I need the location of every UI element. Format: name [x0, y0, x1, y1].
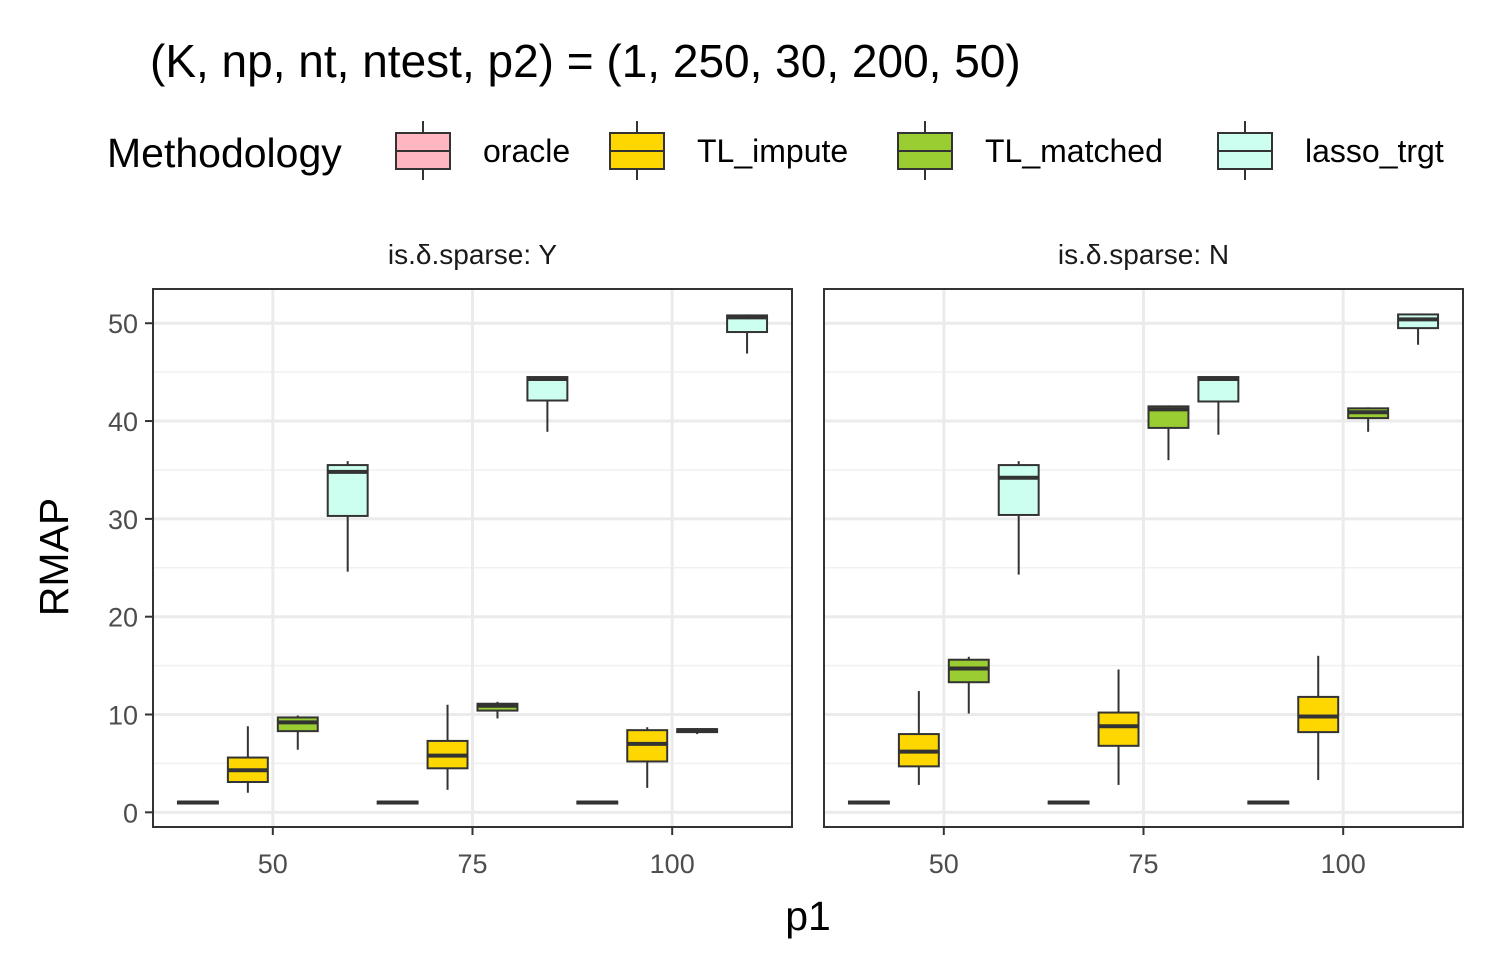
box-tl-impute — [626, 727, 669, 788]
box-oracle — [176, 800, 219, 805]
group-p1-100 — [1247, 313, 1440, 805]
y-axis-label: RMAP — [31, 498, 77, 616]
legend-entry-tl-impute: TL_impute — [609, 121, 848, 180]
box-tl-impute — [897, 691, 940, 785]
group-p1-75 — [376, 376, 569, 805]
box-lasso-trgt — [526, 376, 569, 432]
legend-label-tl-matched: TL_matched — [985, 133, 1163, 169]
y-tick-label: 20 — [108, 603, 138, 633]
y-tick-label: 30 — [108, 505, 138, 535]
group-p1-75 — [1047, 376, 1240, 805]
y-tick-label: 10 — [108, 701, 138, 731]
box-tl-impute — [426, 704, 469, 790]
box-oracle — [576, 800, 619, 805]
x-tick-label: 75 — [457, 849, 487, 879]
x-tick-label: 50 — [929, 849, 959, 879]
box-body — [1147, 405, 1190, 429]
y-tick-label: 0 — [123, 798, 138, 828]
box-oracle — [1047, 800, 1090, 805]
box-tl-matched — [676, 728, 719, 735]
box-body — [997, 464, 1040, 516]
legend-entry-oracle: oracle — [395, 121, 570, 180]
box-oracle — [376, 800, 419, 805]
legend-title: Methodology — [107, 130, 342, 176]
box-tl-matched — [1147, 405, 1190, 461]
group-p1-50 — [847, 461, 1040, 805]
legend-entry-lasso-trgt: lasso_trgt — [1217, 121, 1444, 180]
facet-strip-label: is.δ.sparse: Y — [388, 239, 557, 270]
box-oracle — [847, 800, 890, 805]
box-lasso-trgt — [726, 314, 769, 354]
x-tick-label: 50 — [258, 849, 288, 879]
box-lasso-trgt — [997, 461, 1040, 575]
y-tick-label: 50 — [108, 309, 138, 339]
x-tick-label: 100 — [650, 849, 695, 879]
box-body — [947, 658, 990, 684]
box-lasso-trgt — [1397, 313, 1440, 345]
legend: Methodology oracle TL_impute TL_matched las… — [107, 121, 1444, 180]
box-tl-matched — [1347, 407, 1390, 432]
box-body — [1097, 711, 1140, 747]
group-p1-100 — [576, 314, 769, 805]
facet-strip-label: is.δ.sparse: N — [1058, 239, 1229, 270]
box-lasso-trgt — [1197, 376, 1240, 435]
x-tick-label: 75 — [1128, 849, 1158, 879]
x-tick-label: 100 — [1321, 849, 1366, 879]
x-axis-label: p1 — [785, 893, 831, 939]
legend-entry-tl-matched: TL_matched — [897, 121, 1163, 180]
box-tl-impute — [226, 726, 269, 793]
panel-2: is.δ.sparse: N 50 75 100 — [823, 239, 1464, 879]
box-tl-impute — [1297, 655, 1340, 781]
panel-1: is.δ.sparse: Y 50 75 100 0 10 20 30 40 50 — [108, 239, 793, 879]
box-oracle — [1247, 800, 1290, 805]
group-p1-50 — [176, 461, 369, 805]
chart-title: (K, np, nt, ntest, p2) = (1, 250, 30, 20… — [150, 35, 1021, 87]
box-tl-matched — [276, 715, 319, 750]
box-tl-impute — [1097, 669, 1140, 785]
box-body — [1197, 376, 1240, 403]
y-tick-label: 40 — [108, 407, 138, 437]
legend-label-tl-impute: TL_impute — [697, 133, 848, 169]
box-tl-matched — [476, 701, 519, 719]
legend-label-lasso-trgt: lasso_trgt — [1305, 133, 1444, 169]
legend-label-oracle: oracle — [483, 133, 570, 169]
box-tl-matched — [947, 656, 990, 714]
box-lasso-trgt — [326, 461, 369, 572]
